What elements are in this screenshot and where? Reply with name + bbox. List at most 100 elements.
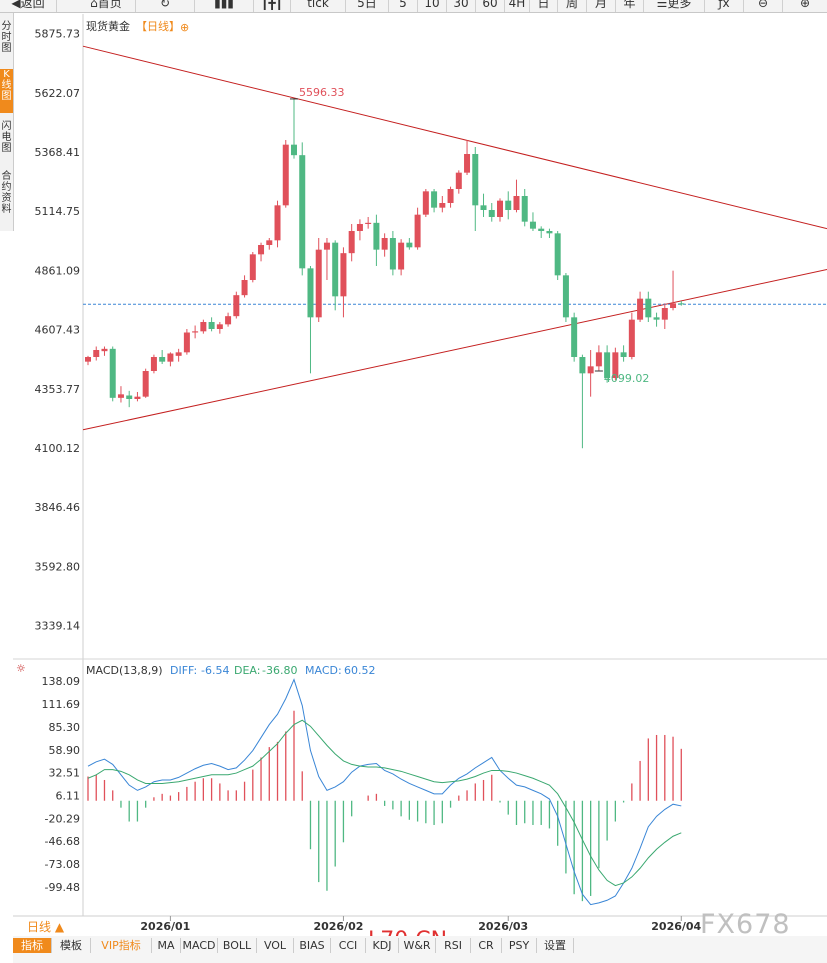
period-4h[interactable]: 4H xyxy=(505,0,530,12)
candle-body-13 xyxy=(192,331,199,333)
max-price-label: 5596.33 xyxy=(299,86,345,99)
tab-macd[interactable]: MACD xyxy=(181,938,218,953)
candle-body-61 xyxy=(587,366,594,374)
y-tick-4: 4861.09 xyxy=(35,264,81,277)
candle-body-8 xyxy=(150,357,157,371)
add-indicator-icon[interactable]: ⊕ xyxy=(180,21,189,34)
trendlines xyxy=(82,45,827,431)
period-60[interactable]: 60 xyxy=(476,0,505,12)
macd-y-tick-8: -73.08 xyxy=(45,858,80,871)
macd-settings-icon[interactable]: ☼ xyxy=(16,662,26,675)
period-year[interactable]: 年 xyxy=(616,0,644,12)
period-5d[interactable]: 5日 xyxy=(346,0,389,12)
main-y-ticks: 5875.73 5622.07 5368.41 5114.75 4861.09 4607.… xyxy=(35,28,81,633)
indicator-tabs: 指标 模板 VIP指标 MA MACD BOLL VOL BIAS CCI KD… xyxy=(13,936,827,963)
home-button[interactable]: ⌂首页 xyxy=(77,0,136,12)
period-5[interactable]: 5 xyxy=(389,0,418,12)
tab-indicator[interactable]: 指标 xyxy=(13,938,52,953)
candle-body-54 xyxy=(529,221,536,229)
candle-body-6 xyxy=(134,396,141,399)
tab-cr[interactable]: CR xyxy=(471,938,502,953)
more-button[interactable]: ☰更多 xyxy=(644,0,705,12)
candle-body-15 xyxy=(208,322,215,329)
tab-rsi[interactable]: RSI xyxy=(436,938,471,953)
zoom-in-icon: ⊕ xyxy=(799,0,811,10)
back-button[interactable]: ◀返回 xyxy=(0,0,57,12)
macd-lines xyxy=(87,678,682,906)
y-tick-9: 3592.80 xyxy=(35,560,81,573)
period-day[interactable]: 日 xyxy=(530,0,558,12)
candle-body-64 xyxy=(612,352,619,378)
period-tick[interactable]: tick xyxy=(291,0,346,12)
macd-y-tick-2: 85.30 xyxy=(49,721,81,734)
candle-body-63 xyxy=(604,352,611,378)
candle-body-11 xyxy=(175,352,182,356)
bar-chart-icon: ▮▮▮ xyxy=(214,0,234,10)
tab-settings[interactable]: 设置 xyxy=(537,938,574,953)
tab-ma[interactable]: MA xyxy=(152,938,181,953)
zoom-in-button[interactable]: ⊕ xyxy=(783,0,827,12)
tab-kdj[interactable]: KDJ xyxy=(366,938,399,953)
macd-legend-label: MACD: xyxy=(305,664,342,677)
x-label-0: 2026/01 xyxy=(140,920,190,933)
macd-histogram xyxy=(87,710,682,902)
period-10[interactable]: 10 xyxy=(418,0,447,12)
candle-body-32 xyxy=(348,231,355,254)
tab-contract-info[interactable]: 合约资料 xyxy=(1,171,12,215)
tab-cci[interactable]: CCI xyxy=(331,938,366,953)
indicator-button[interactable]: ƒx xyxy=(705,0,744,12)
y-tick-2: 5368.41 xyxy=(35,146,81,159)
tab-vip-indicator[interactable]: VIP指标 xyxy=(91,938,152,953)
candle-body-72 xyxy=(678,303,685,305)
candle-body-16 xyxy=(216,324,223,329)
period-30[interactable]: 30 xyxy=(447,0,476,12)
candle-body-55 xyxy=(538,228,545,231)
period-week[interactable]: 周 xyxy=(558,0,587,12)
dea-legend-value: -36.80 xyxy=(262,664,297,677)
tab-template[interactable]: 模板 xyxy=(52,938,91,953)
candle-body-44 xyxy=(447,189,454,203)
tab-vol[interactable]: VOL xyxy=(257,938,294,953)
candle-body-21 xyxy=(258,245,265,255)
y-tick-10: 3339.14 xyxy=(35,620,81,633)
y-tick-6: 4353.77 xyxy=(35,383,81,396)
tab-psy[interactable]: PSY xyxy=(502,938,537,953)
tab-time-sharing[interactable]: 分时图 xyxy=(1,21,12,54)
macd-y-tick-9: -99.48 xyxy=(45,881,80,894)
chart-type-sidebar: 分时图 K线图 闪电图 合约资料 xyxy=(0,13,14,231)
candle-body-46 xyxy=(464,154,471,173)
tab-bias[interactable]: BIAS xyxy=(294,938,331,953)
candle-body-50 xyxy=(497,200,503,217)
diff-legend-value: -6.54 xyxy=(201,664,229,677)
diff-line xyxy=(87,678,682,906)
macd-y-tick-7: -46.68 xyxy=(45,835,80,848)
candle-body-20 xyxy=(249,254,256,280)
x-label-1: 2026/02 xyxy=(313,920,363,933)
tab-wr[interactable]: W&R xyxy=(399,938,436,953)
candle-body-47 xyxy=(472,154,479,206)
candle-body-19 xyxy=(241,280,248,296)
candle-body-14 xyxy=(200,322,207,332)
candle-body-35 xyxy=(373,222,380,250)
x-label-3: 2026/04 xyxy=(651,920,701,933)
tab-boll[interactable]: BOLL xyxy=(218,938,257,953)
refresh-button[interactable]: ↻ xyxy=(136,0,195,12)
period-month[interactable]: 月 xyxy=(587,0,616,12)
tab-kline[interactable]: K线图 xyxy=(0,69,13,113)
candle-body-52 xyxy=(513,196,520,210)
candle-type-button[interactable]: ┃╋┃ xyxy=(254,0,291,12)
candle-body-36 xyxy=(381,238,388,250)
function-icon: ƒx xyxy=(718,0,730,10)
tab-flash[interactable]: 闪电图 xyxy=(1,121,12,154)
macd-y-tick-6: -20.29 xyxy=(45,812,80,825)
candle-body-70 xyxy=(661,308,668,320)
macd-title: MACD(13,8,9) xyxy=(86,664,163,677)
candlestick-icon: ┃╋┃ xyxy=(261,0,283,10)
period-select[interactable]: 日线 ▲ xyxy=(27,920,65,934)
macd-y-tick-4: 32.51 xyxy=(49,767,81,780)
zoom-out-button[interactable]: ⊖ xyxy=(744,0,783,12)
period-label: 【日线】 xyxy=(136,19,180,33)
candle-body-60 xyxy=(579,357,586,374)
chart-type-button[interactable]: ▮▮▮ xyxy=(195,0,254,12)
